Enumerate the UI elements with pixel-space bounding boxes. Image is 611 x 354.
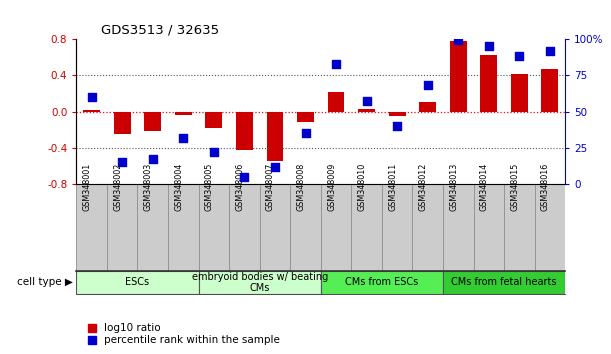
Legend: log10 ratio, percentile rank within the sample: log10 ratio, percentile rank within the … (88, 323, 280, 345)
Text: GSM348010: GSM348010 (357, 162, 367, 211)
Bar (107, 184, 137, 271)
Point (301, 131, 310, 136)
Bar (504, 184, 535, 271)
Text: GSM348009: GSM348009 (327, 162, 336, 211)
Bar (205, 112, 222, 128)
Bar (290, 184, 321, 271)
Bar (168, 184, 199, 271)
Text: GSM348002: GSM348002 (113, 162, 122, 211)
Text: GSM348014: GSM348014 (480, 162, 489, 211)
Bar (382, 184, 412, 271)
Point (514, 53, 524, 59)
Bar (535, 184, 565, 271)
Bar (327, 92, 345, 112)
Bar (419, 102, 436, 112)
Point (87, 94, 97, 100)
Point (453, 38, 463, 43)
Point (209, 149, 219, 155)
Text: cell type ▶: cell type ▶ (18, 277, 73, 287)
Bar (76, 184, 107, 271)
Text: GSM348015: GSM348015 (510, 162, 519, 211)
Point (270, 164, 280, 170)
Point (240, 174, 249, 180)
Bar (76, 271, 199, 294)
Bar (321, 271, 443, 294)
Bar (137, 184, 168, 271)
Bar (236, 112, 253, 150)
Bar (266, 112, 284, 161)
Bar (541, 69, 558, 112)
Bar (450, 41, 467, 112)
Bar (144, 112, 161, 131)
Point (117, 159, 127, 165)
Text: GSM348001: GSM348001 (82, 162, 92, 211)
Point (362, 98, 371, 104)
Bar (260, 184, 290, 271)
Bar (511, 74, 528, 112)
Bar (199, 271, 321, 294)
Bar (83, 110, 100, 112)
Bar (199, 184, 229, 271)
Bar (443, 184, 474, 271)
Text: ESCs: ESCs (125, 277, 150, 287)
Bar (443, 271, 565, 294)
Text: GSM348003: GSM348003 (144, 162, 153, 211)
Point (331, 61, 341, 67)
Bar (480, 55, 497, 112)
Text: GDS3513 / 32635: GDS3513 / 32635 (101, 23, 219, 36)
Point (148, 156, 158, 162)
Bar (175, 112, 192, 115)
Bar (358, 109, 375, 112)
Point (178, 135, 188, 141)
Text: GSM348004: GSM348004 (174, 162, 183, 211)
Point (545, 48, 555, 53)
Point (392, 123, 402, 129)
Point (484, 44, 494, 49)
Text: GSM348012: GSM348012 (419, 162, 428, 211)
Point (423, 82, 433, 88)
Text: GSM348006: GSM348006 (235, 162, 244, 211)
Text: GSM348011: GSM348011 (388, 162, 397, 211)
Bar (229, 184, 260, 271)
Bar (389, 112, 406, 116)
Bar (321, 184, 351, 271)
Bar (351, 184, 382, 271)
Bar (474, 184, 504, 271)
Text: GSM348016: GSM348016 (541, 162, 550, 211)
Text: GSM348013: GSM348013 (449, 162, 458, 211)
Text: CMs from ESCs: CMs from ESCs (345, 277, 419, 287)
Text: GSM348007: GSM348007 (266, 162, 275, 211)
Text: embryoid bodies w/ beating
CMs: embryoid bodies w/ beating CMs (192, 272, 327, 293)
Text: GSM348008: GSM348008 (296, 162, 306, 211)
Bar (114, 112, 131, 134)
Text: GSM348005: GSM348005 (205, 162, 214, 211)
Text: CMs from fetal hearts: CMs from fetal hearts (452, 277, 557, 287)
Bar (412, 184, 443, 271)
Bar (297, 112, 314, 122)
